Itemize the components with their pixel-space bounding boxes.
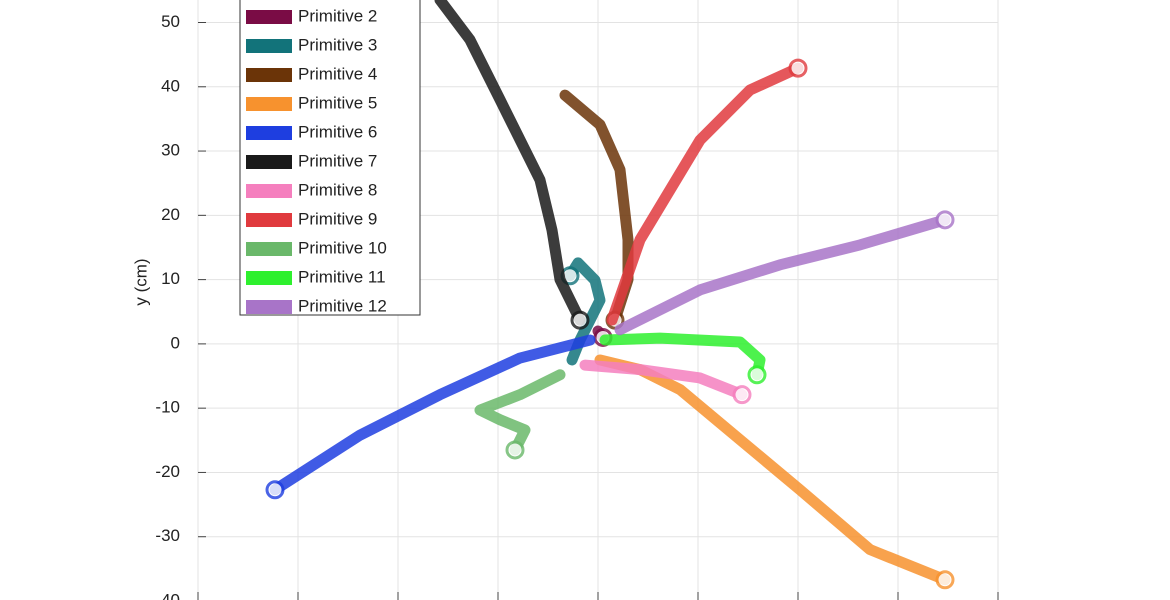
end-marker: [505, 440, 525, 460]
legend-label: Primitive 6: [298, 122, 377, 141]
legend-swatch: [246, 242, 292, 256]
end-marker: [747, 365, 767, 385]
legend-label: Primitive 10: [298, 238, 387, 257]
legend-label: Primitive 8: [298, 180, 377, 199]
end-marker: [935, 210, 955, 230]
legend-swatch: [246, 10, 292, 24]
legend-swatch: [246, 39, 292, 53]
y-tick-label: 0: [171, 333, 180, 352]
y-tick-label: 30: [161, 141, 180, 160]
legend-swatch: [246, 97, 292, 111]
legend: Primitive 2 Primitive 3 Primitive 4 Primiti…: [239, 0, 421, 316]
end-marker: [570, 310, 590, 330]
legend-swatch: [246, 213, 292, 227]
trajectory: [599, 332, 766, 381]
legend-swatch: [246, 126, 292, 140]
y-tick-label: -10: [155, 398, 180, 417]
y-tick-label: 10: [161, 269, 180, 288]
legend-label: Primitive 12: [298, 296, 387, 315]
y-tick-label: -30: [155, 526, 180, 545]
trajectory: [269, 334, 596, 496]
legend-label: Primitive 4: [298, 64, 377, 83]
trajectory: [606, 62, 804, 326]
end-marker: [265, 480, 285, 500]
end-marker: [732, 385, 752, 405]
y-axis-label: y (cm): [131, 258, 150, 305]
legend-swatch: [246, 155, 292, 169]
y-tick-label: -20: [155, 462, 180, 481]
legend-label: Primitive 7: [298, 151, 377, 170]
y-tick-label: -40: [155, 590, 180, 600]
legend-label: Primitive 5: [298, 93, 377, 112]
end-marker: [935, 570, 955, 590]
trajectory: [579, 359, 748, 401]
legend-swatch: [246, 68, 292, 82]
legend-label: Primitive 9: [298, 209, 377, 228]
trajectory: [474, 369, 566, 456]
trajectory: [614, 214, 951, 336]
y-tick-label: 40: [161, 76, 180, 95]
y-tick-label: 20: [161, 205, 180, 224]
end-marker: [788, 58, 808, 78]
y-tick-label: 50: [161, 12, 180, 31]
legend-label: Primitive 2: [298, 6, 377, 25]
legend-swatch: [246, 184, 292, 198]
legend-swatch: [246, 271, 292, 285]
legend-label: Primitive 3: [298, 35, 377, 54]
legend-label: Primitive 11: [298, 267, 386, 286]
legend-swatch: [246, 300, 292, 314]
trajectory: [434, 0, 586, 326]
